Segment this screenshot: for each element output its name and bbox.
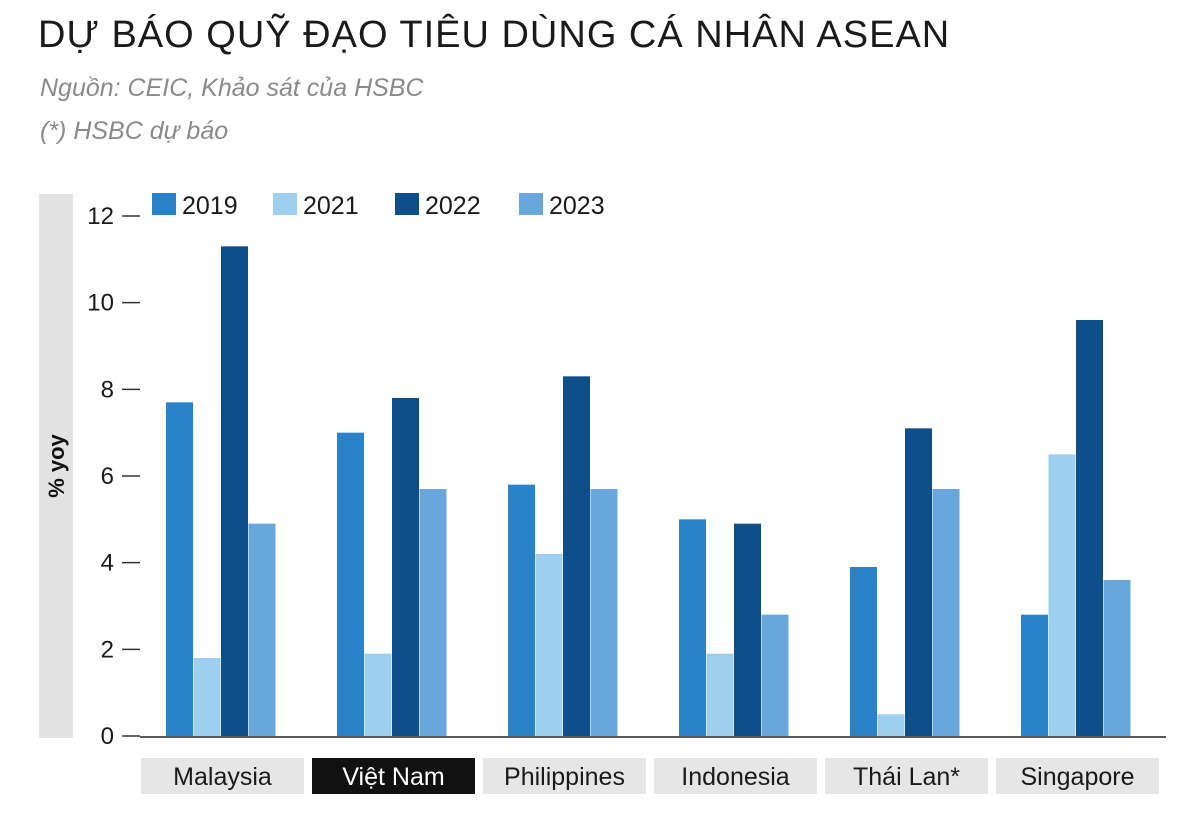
legend-swatch — [152, 193, 176, 215]
source-note: Nguồn: CEIC, Khảo sát của HSBC — [40, 74, 424, 102]
category-label: Singapore — [1021, 763, 1135, 791]
bar — [535, 554, 563, 736]
y-axis-band — [39, 194, 73, 738]
legend-label: 2019 — [182, 192, 238, 220]
category-label-box — [312, 758, 475, 794]
y-tick-label: 4 — [101, 550, 114, 577]
bar — [850, 567, 877, 736]
y-tick-label: 8 — [101, 376, 114, 403]
bar — [590, 489, 618, 736]
bar — [508, 484, 535, 736]
bar — [248, 523, 276, 736]
legend-swatch — [519, 193, 543, 215]
bar — [1103, 580, 1131, 736]
category-label: Malaysia — [173, 763, 272, 791]
legend-label: 2023 — [549, 192, 605, 220]
legend-swatch — [273, 193, 297, 215]
category-label: Thái Lan* — [853, 763, 960, 791]
category-label: Philippines — [504, 763, 625, 791]
bar — [932, 489, 960, 736]
bar — [706, 653, 734, 736]
y-tick-label: 2 — [101, 636, 114, 663]
bar — [419, 489, 447, 736]
bar — [877, 714, 905, 736]
legend-swatch — [395, 193, 419, 215]
y-tick-label: 0 — [101, 723, 114, 750]
y-axis-label: % yoy — [44, 433, 69, 497]
bar — [166, 402, 193, 736]
category-label: Việt Nam — [342, 763, 444, 791]
bar — [392, 398, 419, 736]
category-label-box — [996, 758, 1159, 794]
bar — [761, 614, 789, 736]
legend-label: 2021 — [303, 192, 359, 220]
bar — [221, 246, 248, 737]
bar — [905, 428, 932, 736]
category-label-box — [825, 758, 988, 794]
category-label-box — [483, 758, 646, 794]
y-tick-label: 10 — [87, 290, 114, 317]
category-label-box — [654, 758, 817, 794]
bar — [1021, 614, 1048, 736]
forecast-note: (*) HSBC dự báo — [40, 117, 229, 145]
bar — [1048, 454, 1076, 736]
bar — [734, 523, 761, 736]
legend-label: 2022 — [425, 192, 481, 220]
bar — [337, 432, 364, 736]
category-label-box — [141, 758, 304, 794]
bar — [193, 658, 221, 736]
bar — [679, 519, 706, 736]
y-tick-label: 6 — [101, 463, 114, 490]
bar — [563, 376, 590, 736]
y-tick-label: 12 — [87, 203, 114, 230]
bar — [364, 653, 392, 736]
category-label: Indonesia — [681, 763, 790, 791]
chart-title: DỰ BÁO QUỸ ĐẠO TIÊU DÙNG CÁ NHÂN ASEAN — [38, 14, 951, 56]
bar — [1076, 320, 1103, 736]
